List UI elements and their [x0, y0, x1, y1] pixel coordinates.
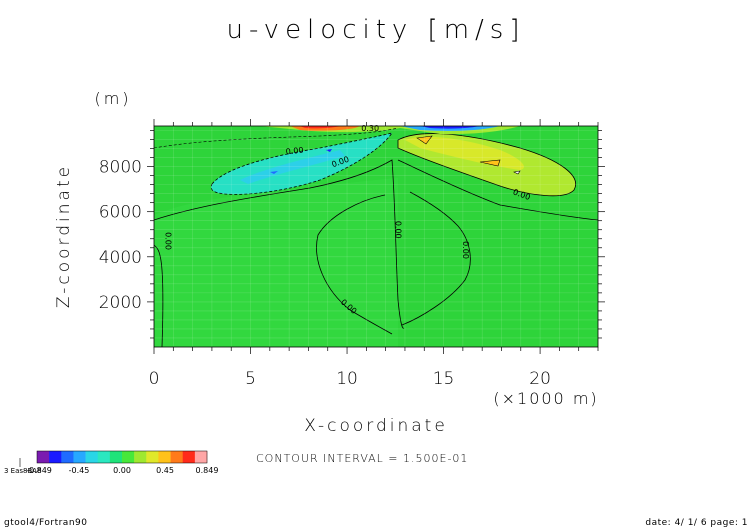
blob-neg-1	[326, 149, 332, 152]
colorbar-swatch	[122, 451, 135, 463]
y-axis-label: Z-coordinate	[54, 164, 74, 308]
contour-zero-4	[316, 194, 393, 335]
colorbar-swatch	[61, 451, 74, 463]
contour-zero-2	[397, 159, 598, 221]
x-axis-label: X-coordinate	[304, 416, 448, 436]
chart-title: u-velocity [m/s]	[227, 15, 526, 45]
blob-3	[513, 170, 521, 175]
contour-zero-1	[154, 159, 405, 329]
colorbar-swatch	[37, 451, 50, 463]
plot-frame	[153, 125, 599, 348]
colorbar-tick-label: -0.849	[26, 466, 52, 475]
colorbar-swatch	[182, 451, 196, 463]
x-tick-label: 20	[529, 369, 551, 389]
contour-interval: CONTOUR INTERVAL = 1.500E-01	[256, 452, 468, 465]
colorbar-tick-label: -0.45	[69, 466, 90, 475]
contour-label: 0.00	[285, 146, 304, 157]
colorbar-swatch	[73, 451, 86, 463]
y-tick-label: 4000	[99, 248, 142, 268]
negative-core-left	[240, 150, 345, 184]
colorbar-swatch	[158, 451, 171, 463]
y-unit-label: (m)	[94, 89, 131, 108]
y-axis: 2000 4000 6000 8000	[99, 130, 605, 339]
colorbar-swatch	[109, 451, 123, 463]
grid	[154, 126, 598, 347]
contour-zero-5	[401, 191, 471, 326]
top-blue-core	[420, 126, 480, 129]
colorbar-tick-label: 0.849	[196, 466, 219, 475]
top-red-core	[300, 126, 340, 129]
footer-left: gtool4/Fortran90	[4, 518, 87, 528]
contour-label: 0.00	[393, 221, 402, 239]
contour-field	[154, 126, 598, 347]
x-axis: 0 5 10 15 20	[149, 119, 599, 389]
x-unit-label: (×1000 m)	[493, 389, 598, 408]
contour-label: 0.00	[461, 241, 470, 259]
x-tick-label: 10	[336, 369, 358, 389]
y-tick-label: 8000	[99, 158, 142, 178]
colorbar-swatch	[146, 451, 159, 463]
colorbar-tick-label: 0.45	[156, 466, 174, 475]
contour-neg-top	[154, 127, 399, 149]
contour-label: 0.00	[164, 232, 173, 250]
colorbar-swatch	[49, 451, 62, 463]
colorbar-tick-label: 0.00	[113, 466, 131, 475]
x-tick-label: 5	[245, 369, 256, 389]
x-tick-label: 0	[149, 369, 160, 389]
colorbar-swatch	[194, 451, 208, 463]
colorbar-frame	[36, 450, 208, 464]
x-tick-label: 15	[433, 369, 455, 389]
contour-zero-3	[154, 244, 164, 347]
colorbar-swatch	[85, 451, 99, 463]
colorbar-swatch	[134, 451, 147, 463]
colorbar: -0.849 -0.45 0.00 0.45 0.849	[19, 450, 219, 475]
footer-right: date: 4/ 1/ 6 page: 1	[645, 518, 748, 528]
colorbar-swatch	[170, 451, 184, 463]
field-lower	[154, 178, 398, 347]
blob-1	[416, 135, 433, 145]
y-tick-label: 6000	[99, 203, 142, 223]
colorbar-swatch	[97, 451, 111, 463]
blob-neg-2	[270, 171, 278, 174]
contour-label: 0.30	[361, 124, 379, 133]
blob-2	[479, 159, 501, 167]
y-tick-label: 2000	[99, 293, 142, 313]
colorbar-left-label: 3 Eas8BA8	[4, 467, 42, 475]
